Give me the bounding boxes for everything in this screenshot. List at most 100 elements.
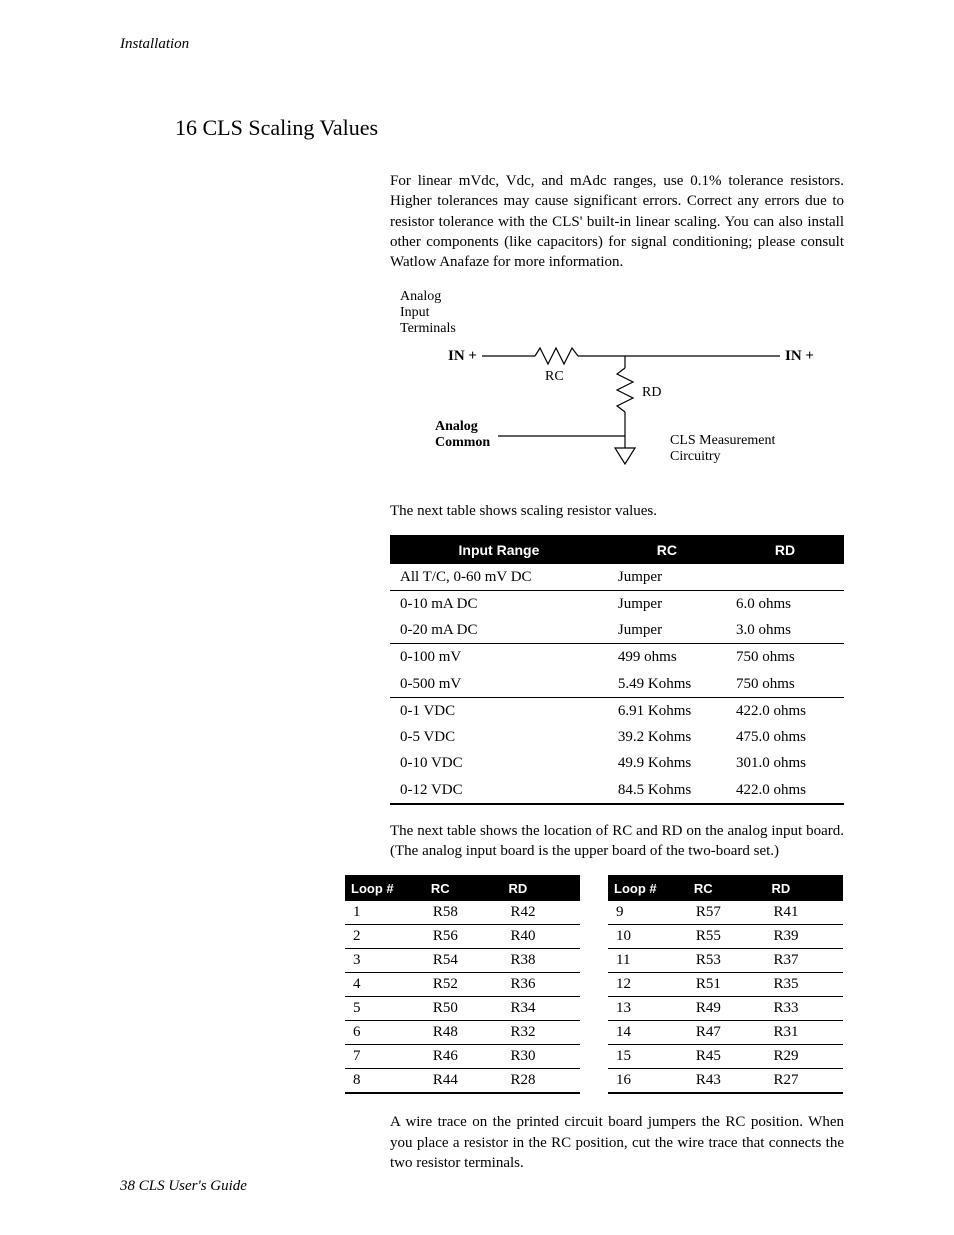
rc-resistor-icon bbox=[535, 348, 578, 364]
table-row: 0-10 mA DCJumper6.0 ohms bbox=[390, 590, 844, 617]
table-cell: All T/C, 0-60 mV DC bbox=[390, 564, 608, 591]
table-cell: R56 bbox=[425, 925, 503, 949]
table-cell: R30 bbox=[502, 1045, 580, 1069]
table-cell: R47 bbox=[688, 1021, 766, 1045]
table-cell: R58 bbox=[425, 901, 503, 925]
body-column: For linear mVdc, Vdc, and mAdc ranges, u… bbox=[390, 171, 844, 861]
table-cell: 14 bbox=[608, 1021, 688, 1045]
paragraph-trace: A wire trace on the printed circuit boar… bbox=[390, 1112, 844, 1173]
table-row: 0-1 VDC6.91 Kohms422.0 ohms bbox=[390, 697, 844, 724]
table-cell: 0-10 VDC bbox=[390, 750, 608, 776]
th-rd: RD bbox=[726, 536, 844, 564]
table-row: 5R50R34 bbox=[345, 997, 580, 1021]
table-cell: 422.0 ohms bbox=[726, 697, 844, 724]
table-cell: 12 bbox=[608, 973, 688, 997]
table-cell: R52 bbox=[425, 973, 503, 997]
table-cell: 301.0 ohms bbox=[726, 750, 844, 776]
table-cell: R49 bbox=[688, 997, 766, 1021]
table-row: 14R47R31 bbox=[608, 1021, 843, 1045]
table-header-row: Loop # RC RD bbox=[345, 876, 580, 901]
table-row: 6R48R32 bbox=[345, 1021, 580, 1045]
table-cell: R38 bbox=[502, 949, 580, 973]
table-cell: R41 bbox=[765, 901, 843, 925]
diagram-rc-label: RC bbox=[545, 369, 564, 384]
diagram-in-plus-right: IN + bbox=[785, 348, 814, 364]
table-cell: 5 bbox=[345, 997, 425, 1021]
table-row: 3R54R38 bbox=[345, 949, 580, 973]
table-cell: R27 bbox=[765, 1069, 843, 1094]
table-cell: 0-500 mV bbox=[390, 671, 608, 698]
table-row: 1R58R42 bbox=[345, 901, 580, 925]
table-cell: 750 ohms bbox=[726, 644, 844, 671]
table-row: 12R51R35 bbox=[608, 973, 843, 997]
table-row: 0-100 mV499 ohms750 ohms bbox=[390, 644, 844, 671]
table-cell: 1 bbox=[345, 901, 425, 925]
table-cell: R46 bbox=[425, 1045, 503, 1069]
table-cell: R39 bbox=[765, 925, 843, 949]
table-cell: 0-5 VDC bbox=[390, 724, 608, 750]
table-row: 0-10 VDC49.9 Kohms301.0 ohms bbox=[390, 750, 844, 776]
table-cell: 2 bbox=[345, 925, 425, 949]
th-rc: RC bbox=[425, 876, 503, 901]
table-cell: 13 bbox=[608, 997, 688, 1021]
table-cell: 6 bbox=[345, 1021, 425, 1045]
table-cell: R53 bbox=[688, 949, 766, 973]
table-cell: 0-12 VDC bbox=[390, 777, 608, 804]
table-cell: R43 bbox=[688, 1069, 766, 1094]
table-row: 9R57R41 bbox=[608, 901, 843, 925]
ground-icon bbox=[615, 448, 635, 464]
table-row: 0-5 VDC39.2 Kohms475.0 ohms bbox=[390, 724, 844, 750]
table-cell: 39.2 Kohms bbox=[608, 724, 726, 750]
table-row: 2R56R40 bbox=[345, 925, 580, 949]
table-cell: 475.0 ohms bbox=[726, 724, 844, 750]
rd-resistor-icon bbox=[617, 368, 633, 412]
table-row: 7R46R30 bbox=[345, 1045, 580, 1069]
table-cell: R57 bbox=[688, 901, 766, 925]
table-cell: 10 bbox=[608, 925, 688, 949]
table-cell: 5.49 Kohms bbox=[608, 671, 726, 698]
table-row: 0-20 mA DCJumper3.0 ohms bbox=[390, 617, 844, 644]
table-cell: R36 bbox=[502, 973, 580, 997]
table-cell: 8 bbox=[345, 1069, 425, 1094]
diagram-analog-common: Common bbox=[435, 435, 490, 450]
table-row: 0-500 mV5.49 Kohms750 ohms bbox=[390, 671, 844, 698]
table-row: 13R49R33 bbox=[608, 997, 843, 1021]
table-cell: 3 bbox=[345, 949, 425, 973]
table-cell: R45 bbox=[688, 1045, 766, 1069]
table-cell: 11 bbox=[608, 949, 688, 973]
table-cell: R44 bbox=[425, 1069, 503, 1094]
diagram-rd-label: RD bbox=[642, 385, 661, 400]
table-cell: R32 bbox=[502, 1021, 580, 1045]
loop-table-right: Loop # RC RD 9R57R4110R55R3911R53R3712R5… bbox=[608, 875, 843, 1094]
table-row: 8R44R28 bbox=[345, 1069, 580, 1094]
loop-table-left: Loop # RC RD 1R58R422R56R403R54R384R52R3… bbox=[345, 875, 580, 1094]
table-row: 4R52R36 bbox=[345, 973, 580, 997]
running-head: Installation bbox=[120, 36, 844, 53]
table-cell: 9 bbox=[608, 901, 688, 925]
table-row: 16R43R27 bbox=[608, 1069, 843, 1094]
table-cell: Jumper bbox=[608, 564, 726, 591]
page: Installation 16 CLS Scaling Values For l… bbox=[0, 0, 954, 1235]
diagram-meas-label: CLS Measurement bbox=[670, 433, 775, 448]
table-cell: 499 ohms bbox=[608, 644, 726, 671]
th-rd: RD bbox=[765, 876, 843, 901]
table-cell: 6.91 Kohms bbox=[608, 697, 726, 724]
th-loop: Loop # bbox=[345, 876, 425, 901]
diagram-label-terminals: Terminals bbox=[400, 321, 456, 336]
table-cell: R42 bbox=[502, 901, 580, 925]
table-cell: 0-1 VDC bbox=[390, 697, 608, 724]
diagram-label-terminals: Analog bbox=[400, 289, 441, 304]
body-column: A wire trace on the printed circuit boar… bbox=[390, 1112, 844, 1173]
table-cell: R48 bbox=[425, 1021, 503, 1045]
table-cell: R55 bbox=[688, 925, 766, 949]
page-footer: 38 CLS User's Guide bbox=[120, 1178, 247, 1195]
table-row: All T/C, 0-60 mV DCJumper bbox=[390, 564, 844, 591]
table-header-row: Input Range RC RD bbox=[390, 536, 844, 564]
table-cell: 750 ohms bbox=[726, 671, 844, 698]
diagram-meas-label: Circuitry bbox=[670, 449, 721, 464]
table-cell: R35 bbox=[765, 973, 843, 997]
table-cell: 7 bbox=[345, 1045, 425, 1069]
th-rd: RD bbox=[502, 876, 580, 901]
th-loop: Loop # bbox=[608, 876, 688, 901]
table-cell: R40 bbox=[502, 925, 580, 949]
